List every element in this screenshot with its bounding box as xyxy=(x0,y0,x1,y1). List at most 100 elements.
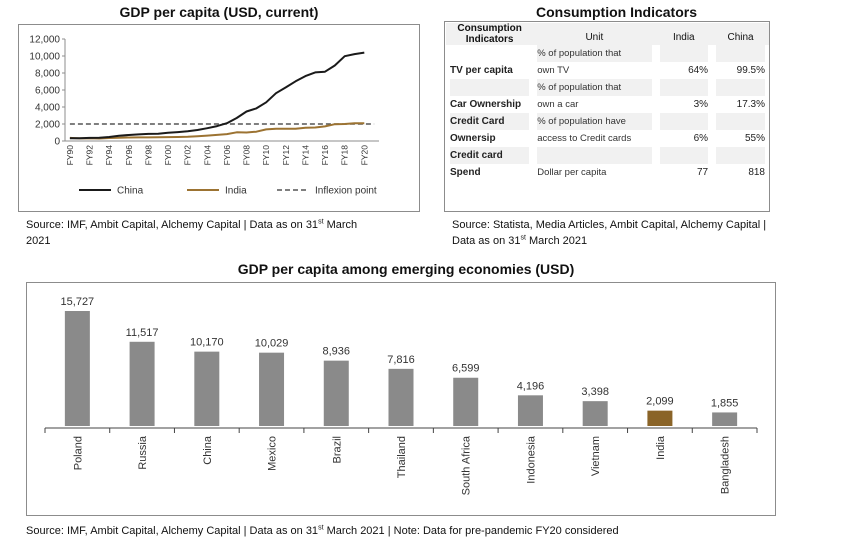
category-label: Indonesia xyxy=(525,435,537,484)
line-chart-panel: 0 2,000 4,000 6,000 8,000 10,000 12,000 FY90 FY9… xyxy=(18,24,420,212)
row-china: 55% xyxy=(712,113,769,147)
category-label: China xyxy=(202,435,214,465)
bar-value-label: 4,196 xyxy=(517,380,545,392)
header-indicator: Consumption Indicators xyxy=(446,23,534,45)
x-tick-label: FY94 xyxy=(104,145,114,166)
bar-value-label: 3,398 xyxy=(581,386,609,398)
category-label: Mexico xyxy=(267,436,279,471)
row-unit-line1: % of population that xyxy=(537,79,652,96)
row-indicator-line1: Credit Card xyxy=(450,113,530,130)
bar-south-africa xyxy=(453,377,479,426)
bar-vietnam xyxy=(582,401,608,426)
row-unit-line2: own TV xyxy=(537,65,570,76)
table-title: Consumption Indicators xyxy=(536,4,697,20)
row-india-value: 64% xyxy=(688,65,709,76)
line-chart-title: GDP per capita (USD, current) xyxy=(119,4,319,20)
category-label: Russia xyxy=(137,435,149,470)
row-indicator-line2: Spend xyxy=(450,167,481,178)
row-unit-line2: own a car xyxy=(537,99,579,110)
row-india-value: 3% xyxy=(693,99,709,110)
x-tick-label: FY02 xyxy=(183,145,193,166)
category-label: Thailand xyxy=(396,436,408,478)
bar-value-label: 6,599 xyxy=(452,363,480,375)
bar-chart-panel: 15,727 Poland 11,517 Russia 10,170 China 10,02… xyxy=(26,282,776,516)
x-tick-label: FY98 xyxy=(143,145,153,166)
bar-value-label: 11,517 xyxy=(126,327,159,339)
row-china: 99.5% xyxy=(712,45,769,79)
bar-thailand xyxy=(388,368,414,426)
bar-source-sup: st xyxy=(318,524,324,532)
bar-mexico xyxy=(259,352,285,426)
bar-value-label: 10,029 xyxy=(255,338,289,350)
x-tick-label: FY14 xyxy=(300,145,310,166)
category-label: Vietnam xyxy=(590,436,602,476)
row-unit: % of population have access to Credit car… xyxy=(533,113,655,147)
header-india: India xyxy=(655,23,713,45)
header-china: China xyxy=(712,23,769,45)
header-indicator-line2: Indicators xyxy=(465,34,514,45)
y-tick-label: 10,000 xyxy=(29,52,60,63)
legend-label: China xyxy=(117,186,144,197)
y-tick-label: 12,000 xyxy=(29,35,60,46)
y-tick-label: 6,000 xyxy=(35,86,60,97)
row-indicator-line2: Ownersip xyxy=(450,133,496,144)
row-unit-line1 xyxy=(537,147,652,164)
row-india-value: 77 xyxy=(696,167,709,178)
table-panel: Consumption Indicators Unit India China T… xyxy=(444,21,770,212)
bar-chart-source: Source: IMF, Ambit Capital, Alchemy Capi… xyxy=(26,523,846,539)
x-tick-label: FY10 xyxy=(261,145,271,166)
header-unit: Unit xyxy=(533,23,656,45)
row-indicator: TV per capita xyxy=(446,45,533,79)
row-indicator-line2: TV per capita xyxy=(450,65,513,76)
row-india-value: 6% xyxy=(693,133,709,144)
bar-value-label: 1,855 xyxy=(711,397,739,409)
row-india: 64% xyxy=(656,45,713,79)
row-indicator-line2: Car Ownership xyxy=(450,99,522,110)
x-tick-label: FY18 xyxy=(340,145,350,166)
y-tick-label: 0 xyxy=(54,137,60,148)
table-source: Source: Statista, Media Articles, Ambit … xyxy=(452,217,852,249)
row-india: 77 xyxy=(656,147,713,181)
y-tick-label: 4,000 xyxy=(35,103,60,114)
legend-label: India xyxy=(225,186,247,197)
row-china: 818 xyxy=(712,147,769,181)
x-tick-label: FY00 xyxy=(163,145,173,166)
table-header-row: Consumption Indicators Unit India China xyxy=(446,23,769,45)
x-tick-label: FY08 xyxy=(242,145,252,166)
line-source-suffix: March xyxy=(323,219,358,231)
row-india: 3% xyxy=(656,79,713,113)
series-line-china xyxy=(69,51,365,140)
x-tick-label: FY90 xyxy=(65,145,75,166)
category-label: Bangladesh xyxy=(720,436,732,494)
category-label: South Africa xyxy=(461,435,473,495)
legend-label: Inflexion point xyxy=(315,186,377,197)
bar-value-label: 7,816 xyxy=(387,354,415,366)
line-chart: 0 2,000 4,000 6,000 8,000 10,000 12,000 FY90 FY9… xyxy=(29,35,379,197)
bar-bangladesh xyxy=(712,412,738,426)
row-indicator-line1: Credit card xyxy=(450,147,530,164)
bar-source-text: Source: IMF, Ambit Capital, Alchemy Capi… xyxy=(26,525,319,537)
x-tick-label: FY16 xyxy=(320,145,330,166)
bar-china xyxy=(194,351,220,426)
table-row: Car Ownership % of population that own a … xyxy=(446,79,769,113)
bar-indonesia xyxy=(517,395,543,426)
row-unit-line1: % of population have xyxy=(537,113,652,130)
bar-india xyxy=(647,410,673,426)
table-source-suffix: March 2021 xyxy=(525,235,588,247)
row-china: 17.3% xyxy=(712,79,769,113)
y-tick-label: 2,000 xyxy=(35,120,60,131)
table-source-line2: Data as on 31 xyxy=(452,235,521,247)
series-line-india xyxy=(69,122,365,140)
x-tick-label: FY92 xyxy=(85,145,95,166)
consumption-table: Consumption Indicators Unit India China T… xyxy=(446,23,769,181)
bar-brazil xyxy=(323,360,349,426)
line-source-sup: st xyxy=(318,218,324,226)
line-source-line2: 2021 xyxy=(26,235,51,247)
row-unit-line1: % of population that xyxy=(537,45,652,62)
row-indicator: Credit card Spend xyxy=(446,147,533,181)
table-source-text: Source: Statista, Media Articles, Ambit … xyxy=(452,219,767,231)
bar-chart: 15,727 Poland 11,517 Russia 10,170 China 10,02… xyxy=(44,296,758,495)
row-china-value: 55% xyxy=(744,133,765,144)
x-tick-label: FY96 xyxy=(124,145,134,166)
row-indicator-line1 xyxy=(450,79,530,96)
